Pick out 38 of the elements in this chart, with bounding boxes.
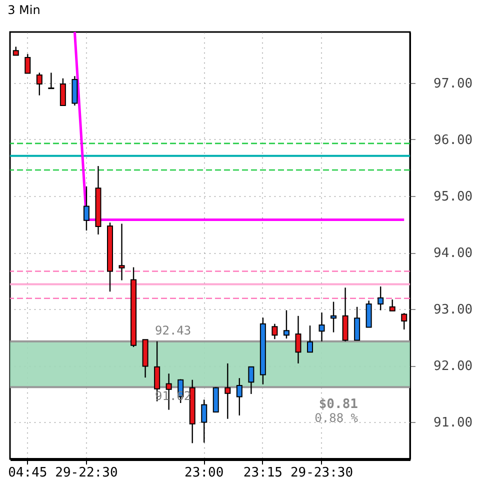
candlestick xyxy=(307,324,313,353)
candlestick xyxy=(118,223,125,281)
y-tick-label: 94.00 xyxy=(434,246,473,262)
y-tick-label: 97.00 xyxy=(434,76,473,92)
candlestick xyxy=(201,399,208,444)
x-tick-label: 23:00 xyxy=(184,466,224,480)
candlestick xyxy=(60,78,66,106)
x-tick-label: 29-23:30 xyxy=(290,466,354,480)
annotation: 0.88 % xyxy=(314,411,359,425)
x-tick-label: 04:45 xyxy=(8,466,48,480)
candlestick xyxy=(24,53,31,74)
candlestick xyxy=(72,76,78,106)
y-tick-label: 95.00 xyxy=(434,190,473,205)
candlestick xyxy=(283,310,290,340)
candlestick xyxy=(236,378,242,416)
candlestick xyxy=(248,366,254,395)
y-tick-label: 96.00 xyxy=(434,132,473,148)
candlestick xyxy=(318,312,325,342)
ref-line-label: 92.43 xyxy=(155,323,192,338)
x-tick-label: 23:15 xyxy=(243,466,283,480)
candlestick xyxy=(48,72,54,90)
candlestick xyxy=(330,301,337,333)
candlestick xyxy=(224,362,231,420)
candlestick xyxy=(295,315,302,364)
y-tick-label: 92.00 xyxy=(434,359,473,374)
annotation: $0.81 xyxy=(318,397,358,412)
y-tick-label: 91.00 xyxy=(434,416,473,431)
candlestick xyxy=(366,300,372,328)
y-tick-label: 93.00 xyxy=(434,302,473,318)
candlestick xyxy=(401,312,408,330)
candlestick xyxy=(36,72,42,96)
candlestick xyxy=(378,286,384,311)
candlestick xyxy=(272,323,278,340)
candlestick xyxy=(354,306,360,341)
candlestick xyxy=(83,186,90,232)
chart-title: 3 Min xyxy=(8,2,40,17)
candlestick xyxy=(389,298,396,312)
x-tick-label: 29-22:30 xyxy=(55,466,118,480)
